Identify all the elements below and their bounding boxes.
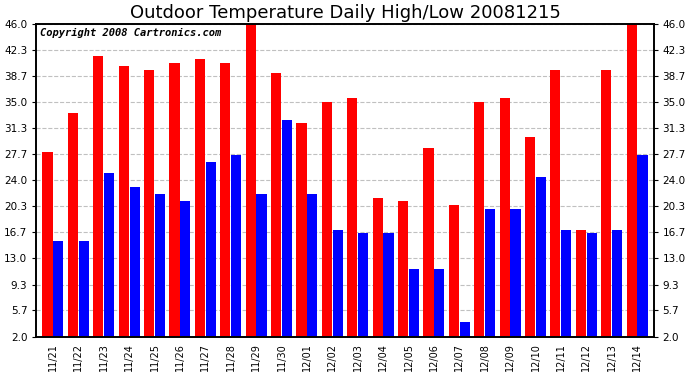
Bar — [460, 322, 470, 351]
Bar — [485, 209, 495, 351]
Text: Copyright 2008 Cartronics.com: Copyright 2008 Cartronics.com — [39, 28, 221, 38]
Bar — [561, 230, 571, 351]
Bar — [42, 152, 52, 351]
Bar — [155, 194, 165, 351]
Bar — [525, 138, 535, 351]
Bar — [333, 230, 343, 351]
Bar — [180, 201, 190, 351]
Bar — [448, 205, 459, 351]
Bar — [53, 241, 63, 351]
Bar — [575, 230, 586, 351]
Bar — [586, 234, 597, 351]
Bar — [434, 269, 444, 351]
Title: Outdoor Temperature Daily High/Low 20081215: Outdoor Temperature Daily High/Low 20081… — [130, 4, 560, 22]
Bar — [79, 241, 89, 351]
Bar — [195, 59, 205, 351]
Bar — [500, 98, 510, 351]
Bar — [322, 102, 332, 351]
Bar — [297, 123, 306, 351]
Bar — [424, 148, 433, 351]
Bar — [104, 173, 115, 351]
Bar — [409, 269, 419, 351]
Bar — [347, 98, 357, 351]
Bar — [638, 155, 648, 351]
Bar — [373, 198, 383, 351]
Bar — [119, 66, 129, 351]
Bar — [601, 70, 611, 351]
Bar — [474, 102, 484, 351]
Bar — [220, 63, 230, 351]
Bar — [246, 24, 256, 351]
Bar — [282, 120, 292, 351]
Bar — [627, 24, 637, 351]
Bar — [398, 201, 408, 351]
Bar — [358, 234, 368, 351]
Bar — [307, 194, 317, 351]
Bar — [536, 177, 546, 351]
Bar — [169, 63, 179, 351]
Bar — [130, 187, 139, 351]
Bar — [384, 234, 393, 351]
Bar — [551, 70, 560, 351]
Bar — [231, 155, 241, 351]
Bar — [612, 230, 622, 351]
Bar — [257, 194, 266, 351]
Bar — [271, 74, 281, 351]
Bar — [68, 112, 78, 351]
Bar — [93, 56, 104, 351]
Bar — [144, 70, 154, 351]
Bar — [206, 162, 216, 351]
Bar — [511, 209, 521, 351]
